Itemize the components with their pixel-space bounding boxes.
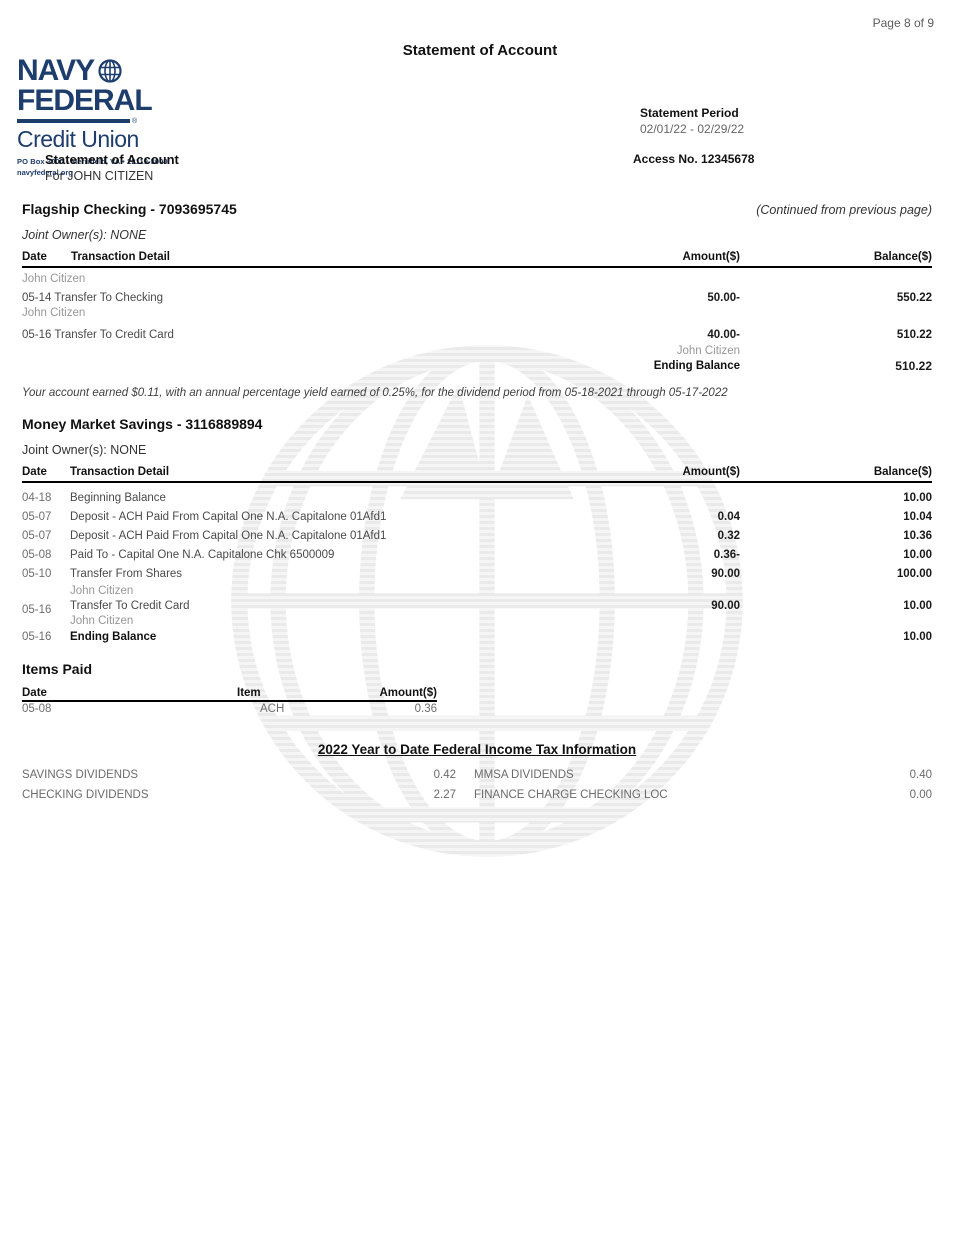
tax-row: CHECKING DIVIDENDS 2.27 FINANCE CHARGE C… xyxy=(22,789,932,801)
table-row: 05-08 ACH 0.36 xyxy=(22,703,437,715)
table-row: 05-10 Transfer From Shares 90.00 100.00 xyxy=(22,568,932,580)
col-date: Date xyxy=(22,251,47,263)
logo-word-federal: FEDERAL xyxy=(17,84,153,117)
logo-address: PO Box 3000 • Merrifield, VA • 22119-300… xyxy=(17,157,168,166)
navy-federal-logo: NAVY FEDERAL ® Credit Union PO Box 3000 … xyxy=(17,56,168,176)
table-row: 04-18 Beginning Balance 10.00 xyxy=(22,492,932,504)
ending-balance-row: 05-16 Ending Balance 10.00 xyxy=(22,631,932,643)
col-date: Date xyxy=(22,687,47,699)
table-row: John Citizen xyxy=(22,273,86,285)
col-balance: Balance($) xyxy=(873,466,932,478)
header-rule xyxy=(22,700,437,702)
table-row: John Citizen xyxy=(70,585,134,597)
header-rule xyxy=(22,481,932,483)
table-row: 05-07 Deposit - ACH Paid From Capital On… xyxy=(22,530,932,542)
logo-website: navyfederal.org xyxy=(17,167,73,177)
col-detail: Transaction Detail xyxy=(70,466,170,478)
savings-heading: Money Market Savings - 3116889894 xyxy=(22,416,263,432)
checking-heading: Flagship Checking - 7093695745 xyxy=(22,201,237,217)
col-amount: Amount($) xyxy=(682,251,741,263)
tax-row: SAVINGS DIVIDENDS 0.42 MMSA DIVIDENDS 0.… xyxy=(22,769,932,781)
items-paid-section: Items Paid Date Item Amount($) 05-08 ACH… xyxy=(22,661,932,715)
logo-word-navy: NAVY xyxy=(17,54,95,87)
checking-joint-owners: Joint Owner(s): NONE xyxy=(22,228,147,242)
account-holder-name: For JOHN CITIZEN xyxy=(45,169,154,183)
tax-info-title: 2022 Year to Date Federal Income Tax Inf… xyxy=(317,742,637,757)
col-detail: Transaction Detail xyxy=(70,251,170,263)
table-row: 05-14 Transfer To Checking John Citizen … xyxy=(22,292,932,319)
items-paid-heading: Items Paid xyxy=(22,661,93,677)
table-row: 05-07 Deposit - ACH Paid From Capital On… xyxy=(22,511,932,523)
table-row: 05-08 Paid To - Capital One N.A. Capital… xyxy=(22,549,932,561)
page-title: Statement of Account xyxy=(402,42,558,59)
checking-section: Flagship Checking - 7093695745 (Continue… xyxy=(22,201,932,399)
logo-globe-icon xyxy=(98,59,122,83)
col-date: Date xyxy=(22,466,47,478)
col-balance: Balance($) xyxy=(873,251,932,263)
page-header: Page 8 of 9 Statement of Account NAVY FE… xyxy=(0,0,960,196)
table-row: 05-16 Transfer To Credit Card John Citiz… xyxy=(22,600,932,627)
account-holder-block: Statement of Account For JOHN CITIZEN xyxy=(45,152,179,183)
col-item: Item xyxy=(237,687,261,699)
savings-section: Money Market Savings - 3116889894 Joint … xyxy=(22,416,932,647)
continued-note: (Continued from previous page) xyxy=(756,203,932,217)
table-row: 05-16 Transfer To Credit Card 40.00- 510… xyxy=(22,329,932,341)
registered-mark: ® xyxy=(132,118,138,125)
statement-period-value: 02/01/22 - 02/29/22 xyxy=(640,122,745,136)
logo-underline-bar xyxy=(17,119,130,123)
table-row: John Citizen xyxy=(676,345,740,357)
col-amount: Amount($) xyxy=(379,687,438,699)
statement-period-label: Statement Period xyxy=(640,106,739,120)
page-indicator: Page 8 of 9 xyxy=(872,16,934,30)
tax-info-section: 2022 Year to Date Federal Income Tax Inf… xyxy=(22,742,932,805)
col-amount: Amount($) xyxy=(682,466,741,478)
savings-joint-owners: Joint Owner(s): NONE xyxy=(22,443,147,457)
logo-credit-union: Credit Union xyxy=(17,126,139,152)
ending-balance-row: Ending Balance 510.22 xyxy=(653,359,932,373)
header-rule xyxy=(22,266,932,268)
apy-note: Your account earned $0.11, with an annua… xyxy=(22,387,728,399)
statement-of-account-label: Statement of Account xyxy=(45,152,179,167)
statement-info-block: Statement Period 02/01/22 - 02/29/22 Acc… xyxy=(633,106,754,166)
access-number: Access No. 12345678 xyxy=(633,152,755,166)
